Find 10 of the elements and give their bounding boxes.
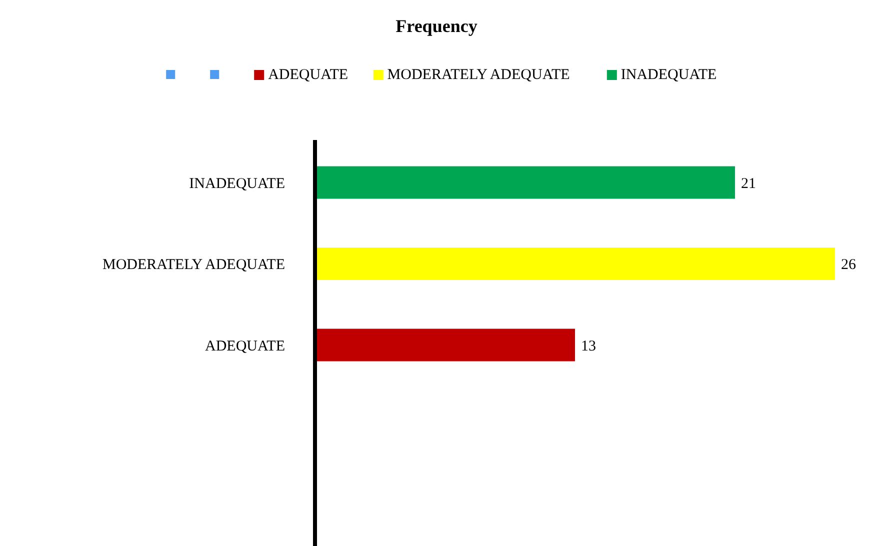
legend-label: MODERATELY ADEQUATE [387, 67, 570, 83]
data-label: 26 [841, 257, 856, 273]
y-tick-label: INADEQUATE [189, 176, 285, 192]
chart-title: Frequency [396, 16, 478, 36]
y-tick-label: MODERATELY ADEQUATE [102, 257, 285, 273]
data-label: 13 [581, 338, 596, 354]
legend-label: INADEQUATE [620, 67, 717, 83]
y-tick-label: ADEQUATE [205, 338, 285, 354]
data-label: 21 [741, 176, 756, 192]
legend-label: ADEQUATE [268, 67, 348, 83]
